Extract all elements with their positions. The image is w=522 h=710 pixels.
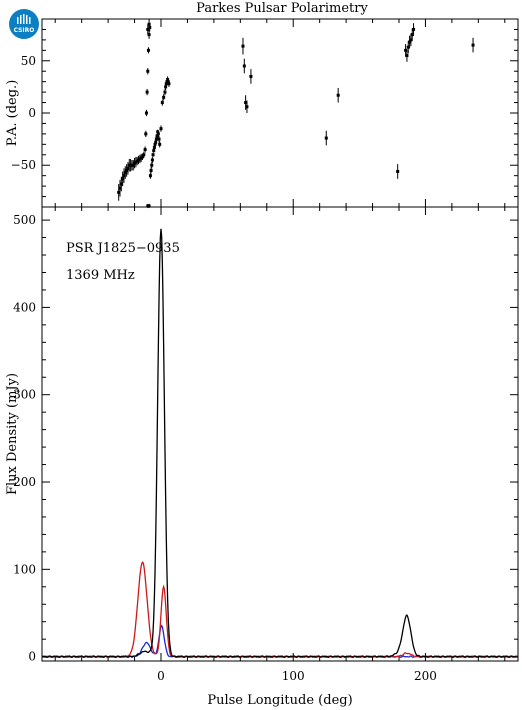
top-y-tick-label: −50 xyxy=(11,158,36,172)
pa-point xyxy=(405,49,409,62)
position-angle-panel: Parkes Pulsar Polarimetry −50 0 50 P.A. (d… xyxy=(5,1,519,209)
pa-point xyxy=(396,164,400,179)
pa-point xyxy=(125,164,129,177)
pa-point xyxy=(144,109,148,117)
bottom-y-tick-label: 0 xyxy=(28,650,36,664)
pa-point xyxy=(160,99,164,106)
frequency-annotation: 1369 MHz xyxy=(66,268,135,283)
flux-density-panel: 0 100 200 300 400 500 0 100 200 PSR J1825−0935 1… xyxy=(5,206,519,708)
x-axis-label: Pulse Longitude (deg) xyxy=(207,693,352,708)
pa-point xyxy=(123,166,127,179)
top-panel-frame xyxy=(41,18,519,208)
profile-line-0 xyxy=(41,228,519,659)
pa-point xyxy=(146,47,150,54)
pa-point xyxy=(152,148,156,153)
csiro-logo-icon xyxy=(17,14,31,24)
pa-point xyxy=(412,23,416,36)
x-tick-label: 100 xyxy=(282,669,305,683)
pulsar-name-annotation: PSR J1825−0935 xyxy=(66,241,180,256)
pa-point xyxy=(157,135,161,143)
logo: CSIRO xyxy=(9,9,39,39)
pa-point xyxy=(151,152,155,157)
pa-point xyxy=(159,125,163,132)
pa-point xyxy=(150,156,154,164)
pa-point xyxy=(245,100,249,113)
pa-point xyxy=(162,94,166,101)
bottom-y-tick-label: 200 xyxy=(13,475,36,489)
bottom-panel-frame xyxy=(41,206,519,662)
pa-point xyxy=(150,162,154,169)
pa-point xyxy=(121,171,125,187)
chart-title: Parkes Pulsar Polarimetry xyxy=(196,1,368,16)
pa-point xyxy=(143,146,147,153)
top-y-axis-label: P.A. (deg.) xyxy=(5,80,20,147)
pa-point xyxy=(147,19,151,30)
top-y-tick-label: 0 xyxy=(28,106,36,120)
x-tick-label: 0 xyxy=(157,669,165,683)
logo-text: CSIRO xyxy=(13,27,35,34)
pa-point xyxy=(156,130,160,138)
bottom-y-tick-label: 100 xyxy=(13,562,36,576)
pa-point xyxy=(241,37,245,55)
pa-point xyxy=(142,151,146,158)
bottom-y-axis-label: Flux Density (mJy) xyxy=(5,373,20,495)
pa-point xyxy=(146,68,150,75)
pa-point xyxy=(154,137,158,142)
pa-point xyxy=(408,35,412,49)
pa-point xyxy=(144,130,148,138)
pa-point xyxy=(336,87,340,103)
pa-point xyxy=(154,140,158,145)
top-y-tick-label: 50 xyxy=(21,54,36,68)
pa-point xyxy=(146,24,150,35)
pa-point xyxy=(249,69,253,84)
pa-point xyxy=(147,30,151,39)
profile-line-2 xyxy=(41,624,518,659)
pa-point xyxy=(145,88,149,96)
pa-point xyxy=(324,130,328,146)
pa-point xyxy=(167,80,171,87)
pa-point xyxy=(122,168,126,183)
bottom-y-tick-label: 300 xyxy=(13,388,36,402)
profile-line-1 xyxy=(41,561,519,659)
pa-point xyxy=(163,88,167,96)
bottom-y-tick-label: 400 xyxy=(13,300,36,314)
pa-point xyxy=(149,167,153,174)
pa-point xyxy=(471,37,475,53)
bottom-y-tick-label: 500 xyxy=(13,213,36,227)
x-tick-label: 200 xyxy=(414,669,437,683)
pa-point xyxy=(152,145,156,150)
pa-point xyxy=(242,58,246,74)
pa-point xyxy=(148,172,152,179)
pa-point xyxy=(158,141,162,148)
